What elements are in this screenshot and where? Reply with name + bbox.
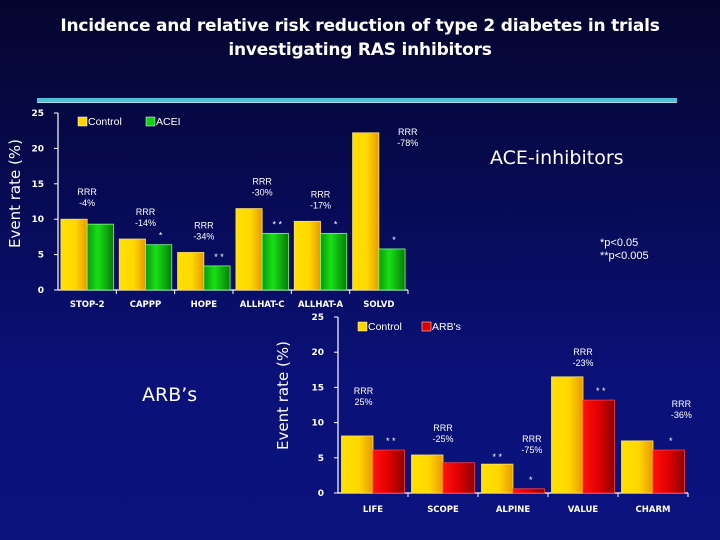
ace-significance-marker: * (392, 235, 396, 245)
arb-legend-label: Control (368, 321, 402, 333)
ace-rrr-label: -17% (310, 200, 331, 210)
ace-inhibitors-label: ACE-inhibitors (490, 147, 624, 169)
arb-significance-marker: * (529, 475, 533, 485)
ace-category-label: ALLHAT-C (240, 300, 285, 310)
ace-y-tick-label: 10 (31, 215, 44, 225)
arb-bar-control (621, 440, 654, 494)
ace-bar-treatment (378, 248, 406, 291)
arb-significance-marker: * * (492, 452, 502, 462)
ace-legend-label: ACEI (156, 116, 181, 128)
arb-y-tick-label: 10 (311, 419, 324, 429)
arb-y-tick-label: 20 (311, 348, 324, 358)
arb-category-label: ALPINE (496, 505, 531, 515)
ace-rrr-label: RRR (194, 220, 214, 230)
ace-y-tick-label: 15 (31, 180, 44, 190)
ace-rrr-label: -14% (135, 218, 156, 228)
arb-bar-treatment (582, 399, 615, 494)
arb-legend-swatch (357, 321, 368, 332)
ace-bar-control (352, 132, 380, 291)
arb-category-label: CHARM (636, 505, 671, 515)
arb-rrr-label: RRR (573, 347, 593, 357)
title-divider (37, 98, 677, 103)
ace-bar-control (118, 238, 146, 291)
arb-significance-marker: * * (386, 436, 396, 446)
ace-category-label: CAPPP (130, 300, 162, 310)
arb-bar-control (411, 454, 444, 494)
ace-legend-label: Control (88, 116, 122, 128)
ace-bar-control (177, 252, 205, 291)
arb-significance-marker: * * (596, 386, 606, 396)
arb-bar-control (481, 463, 514, 494)
ace-bar-control (293, 220, 321, 291)
p-value-note-2: **p<0.005 (600, 250, 649, 262)
arb-rrr-label: RRR (354, 386, 374, 396)
ace-y-tick-label: 0 (38, 286, 44, 296)
ace-rrr-label: RRR (311, 189, 331, 199)
ace-rrr-label: RRR (77, 187, 97, 197)
ace-rrr-label: -78% (397, 138, 418, 148)
p-value-note-1: *p<0.05 (600, 237, 639, 249)
ace-rrr-label: -34% (193, 231, 214, 241)
arb-rrr-label: -23% (572, 358, 593, 368)
ace-bar-treatment (320, 232, 348, 291)
ace-significance-marker: * (334, 219, 338, 229)
arb-bar-treatment (652, 449, 685, 494)
ace-rrr-label: -30% (252, 188, 273, 198)
ace-rrr-label: RRR (136, 207, 156, 217)
ace-legend-swatch (145, 116, 156, 127)
ace-significance-marker: * (159, 231, 163, 241)
arb-y-tick-label: 0 (318, 489, 324, 499)
arb-y-tick-label: 15 (311, 383, 324, 393)
ace-bar-treatment (86, 223, 114, 291)
ace-bar-control (60, 218, 88, 291)
arb-significance-marker: * (669, 436, 673, 446)
arb-category-label: SCOPE (427, 505, 459, 515)
arbs-label: ARB’s (142, 384, 198, 406)
arb-rrr-label: RRR (672, 399, 692, 409)
arb-category-label: LIFE (363, 505, 383, 515)
arb-y-tick-label: 25 (311, 313, 324, 323)
ace-significance-marker: * * (273, 219, 283, 229)
ace-bar-treatment (203, 265, 231, 291)
ace-category-label: ALLHAT-A (298, 300, 344, 310)
arb-bar-control (551, 376, 584, 494)
arb-legend-swatch (421, 321, 432, 332)
ace-rrr-label: RRR (398, 127, 418, 137)
arb-bar-treatment (442, 462, 475, 494)
ace-y-tick-label: 20 (31, 144, 44, 154)
arb-rrr-label: 25% (355, 397, 373, 407)
ace-rrr-label: -4% (79, 198, 95, 208)
arb-bar-treatment (372, 449, 405, 494)
arb-bar-control (341, 435, 374, 494)
ace-category-label: STOP-2 (70, 300, 105, 310)
arb-rrr-label: -75% (521, 445, 542, 455)
ace-legend-swatch (77, 116, 88, 127)
arb-rrr-label: -25% (432, 434, 453, 444)
arb-rrr-label: -36% (671, 410, 692, 420)
ace-significance-marker: * * (214, 252, 224, 262)
ace-bar-treatment (261, 232, 289, 291)
ace-category-label: SOLVD (363, 300, 394, 310)
ace-y-tick-label: 5 (38, 251, 44, 261)
arb-rrr-label: RRR (522, 434, 542, 444)
arb-y-tick-label: 5 (318, 454, 324, 464)
ace-bar-treatment (145, 244, 173, 291)
ace-rrr-label: RRR (252, 177, 272, 187)
arb-rrr-label: RRR (433, 423, 453, 433)
arb-legend-label: ARB's (432, 321, 461, 333)
ace-y-tick-label: 25 (31, 109, 44, 119)
slide-title: Incidence and relative risk reduction of… (60, 16, 660, 60)
ace-category-label: HOPE (191, 300, 218, 310)
arb-bar-treatment (512, 488, 545, 494)
ace-bar-control (235, 208, 263, 291)
arb-category-label: VALUE (568, 505, 599, 515)
